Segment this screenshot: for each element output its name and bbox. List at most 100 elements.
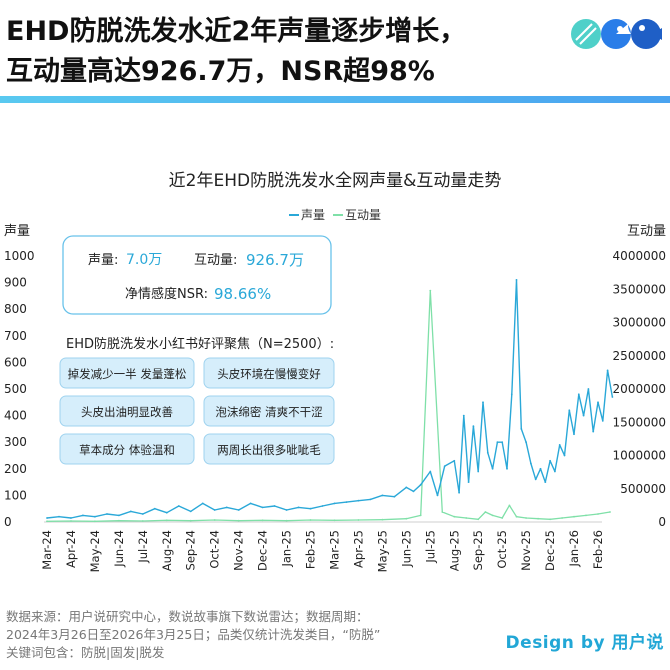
interaction-point (561, 517, 563, 519)
interaction-point (357, 519, 360, 521)
voice-point (462, 414, 465, 417)
voice-point (549, 459, 551, 462)
header-divider (0, 96, 670, 103)
review-panel: EHD防脱洗发水小红书好评聚焦（N=2500）: 掉发减少一半 发量蓬松 头皮环… (59, 336, 335, 465)
x-tick-label: Sep-24 (184, 530, 198, 570)
voice-point (297, 506, 300, 509)
voice-point (573, 433, 575, 436)
kpi-interaction-label: 互动量: (194, 253, 237, 268)
interaction-point (46, 520, 48, 523)
review-tag: 两周长出很多呲呲毛 (217, 443, 321, 457)
interaction-point (515, 515, 518, 518)
y-axis-right-ticks: 0 500000 1000000 1500000 2000000 2500000 30000… (613, 249, 666, 529)
y-axis-right-label: 互动量 (627, 224, 666, 239)
review-tag-box (59, 395, 195, 427)
voice-point (558, 444, 561, 446)
review-tag-box (203, 395, 335, 427)
voice-point (285, 509, 288, 511)
voice-point (273, 505, 276, 507)
voice-point (554, 470, 556, 473)
voice-point (129, 510, 132, 513)
y-right-tick-label: 500000 (620, 482, 666, 496)
voice-point (592, 430, 595, 433)
y-left-tick-label: 900 (4, 276, 27, 290)
voice-point (345, 501, 348, 503)
voice-point (568, 409, 571, 412)
footer-line-1: 数据来源：用户说研究中心，数说故事旗下数说雷达；数据周期： (6, 609, 369, 624)
x-tick-label: Aug-25 (447, 530, 461, 571)
y-left-tick-label: 200 (4, 462, 27, 476)
series-layer (46, 279, 614, 523)
voice-point (405, 486, 408, 489)
kpi-nsr-label: 净情感度NSR: (125, 286, 208, 302)
voice-point (597, 401, 599, 404)
x-tick-label: Mar-24 (40, 530, 54, 570)
voice-point (201, 502, 204, 505)
x-tick-label: Nov-25 (519, 530, 533, 571)
brand-signature: Design by 用户说 (505, 633, 664, 653)
y-right-tick-label: 2000000 (613, 382, 666, 396)
interaction-point (453, 515, 456, 518)
footer-line-2: 2024年3月26日至2026年3月25日；品类仅统计洗发类目，“防脱” (6, 627, 381, 642)
interaction-point (525, 517, 527, 519)
interaction-point (405, 517, 408, 520)
voice-point (261, 506, 264, 509)
y-right-tick-label: 3500000 (613, 282, 666, 296)
voice-point (393, 495, 396, 498)
interaction-point (429, 289, 432, 292)
interaction-point (597, 513, 599, 515)
series-line-voice (46, 279, 614, 519)
review-panel-title: EHD防脱洗发水小红书好评聚焦（N=2500）: (66, 336, 334, 352)
voice-point (515, 279, 518, 281)
interaction-point (381, 518, 384, 521)
interaction-point (501, 517, 504, 519)
interaction-point (537, 517, 539, 520)
footer-source: 数据来源：用户说研究中心，数说故事旗下数说雷达；数据周期： 2024年3月26日… (6, 608, 380, 662)
y-right-tick-label: 1500000 (613, 415, 666, 429)
x-tick-label: Sep-25 (471, 530, 485, 570)
voice-point (94, 515, 96, 518)
y-left-tick-label: 500 (4, 382, 27, 396)
brand-logo-icon (571, 19, 662, 49)
x-tick-label: Jun-25 (399, 530, 413, 568)
voice-point (458, 491, 460, 494)
interaction-point (213, 519, 216, 521)
interaction-point (484, 511, 487, 513)
x-tick-label: Oct-25 (495, 530, 509, 569)
voice-point (357, 499, 360, 502)
review-tag-box (59, 433, 195, 465)
voice-point (611, 396, 614, 398)
headline: EHD防脱洗发水近2年声量逐步增长， 互动量高达926.7万，NSR超98% (6, 12, 466, 92)
x-tick-label: Feb-25 (304, 530, 318, 569)
voice-point (510, 393, 513, 396)
voice-point (472, 425, 475, 428)
y-left-tick-label: 400 (4, 409, 27, 423)
x-tick-label: May-24 (88, 530, 102, 572)
header: EHD防脱洗发水近2年声量逐步增长， 互动量高达926.7万，NSR超98% (0, 0, 670, 94)
voice-point (582, 414, 585, 417)
voice-point (82, 514, 84, 517)
voice-point (496, 441, 499, 444)
headline-line-1: EHD防脱洗发水近2年声量逐步增长， (6, 16, 467, 47)
interaction-point (573, 515, 575, 518)
voice-point (381, 494, 384, 497)
review-tag: 泡沫绵密 清爽不干涩 (215, 405, 322, 419)
voice-point (213, 509, 216, 511)
x-tick-label: Jul-24 (136, 530, 150, 564)
y-left-tick-label: 600 (4, 355, 27, 369)
y-left-tick-label: 100 (4, 488, 27, 502)
voice-point (482, 401, 484, 404)
review-tag: 草本成分 体验温和 (79, 443, 175, 457)
y-right-tick-label: 1000000 (613, 449, 666, 463)
interaction-point (70, 520, 72, 522)
interaction-point (333, 519, 336, 522)
x-tick-label: Jan-26 (567, 530, 581, 568)
voice-point (429, 470, 432, 473)
voice-point (467, 481, 470, 483)
review-tag-box (59, 357, 195, 389)
legend-label-voice: 声量 (301, 208, 325, 222)
kpi-voice-value: 7.0万 (126, 252, 162, 268)
interaction-point (94, 520, 96, 523)
x-axis-ticks: Mar-24 Apr-24 May-24 Jun-24 Jul-24 Aug-24 Sep-… (40, 530, 605, 572)
y-right-tick-label: 4000000 (613, 249, 666, 263)
